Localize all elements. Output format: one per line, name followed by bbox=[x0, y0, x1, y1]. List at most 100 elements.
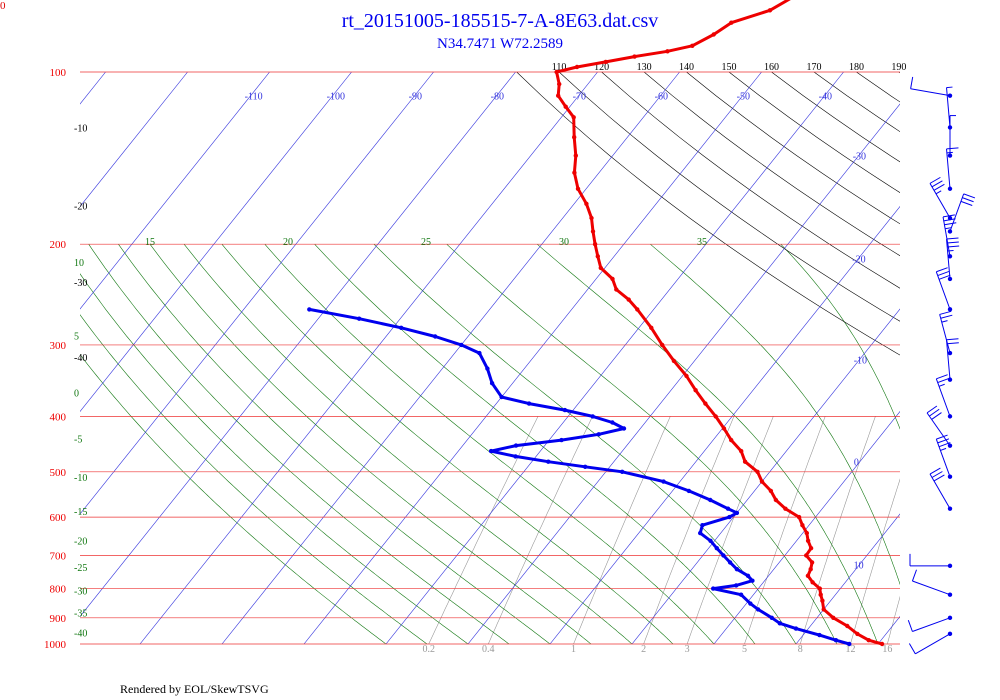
dewpoint-point bbox=[698, 530, 703, 536]
mixing-ratio-line bbox=[917, 416, 980, 644]
isotherm-label: -60 bbox=[655, 92, 668, 103]
theta-top-label: 160 bbox=[764, 62, 779, 73]
moist-top-label: 20 bbox=[283, 237, 293, 248]
wind-barb-feather bbox=[935, 190, 942, 195]
temperature-point bbox=[626, 297, 631, 302]
dry-adiabat-line bbox=[558, 72, 900, 322]
isotherm-label: 0 bbox=[854, 458, 859, 469]
temperature-point bbox=[632, 54, 637, 59]
wind-barb bbox=[908, 631, 953, 655]
pressure-label: 200 bbox=[50, 239, 67, 251]
dry-adiabat-line bbox=[898, 72, 900, 74]
isobars bbox=[80, 71, 900, 645]
temperature-point bbox=[598, 265, 603, 271]
temperature-point bbox=[729, 20, 734, 25]
dewpoint-point bbox=[513, 454, 518, 459]
wind-barb-feather bbox=[938, 274, 951, 280]
wind-barb-feather bbox=[939, 310, 952, 315]
wind-barb-feather bbox=[933, 474, 945, 482]
moist-left-label: -25 bbox=[74, 563, 87, 574]
isotherm-label: -10 bbox=[854, 355, 867, 366]
temperature-point bbox=[800, 523, 805, 528]
dewpoint-point bbox=[489, 381, 495, 386]
temperature-point bbox=[818, 592, 823, 597]
temperature-point bbox=[767, 8, 773, 13]
dewpoint-point bbox=[399, 325, 404, 330]
temperature-point bbox=[554, 69, 559, 75]
mixing-ratio-line bbox=[428, 416, 539, 644]
wind-barb-shaft bbox=[949, 193, 965, 232]
pressure-label: 600 bbox=[50, 512, 67, 524]
mixing-ratio-label: 0.2 bbox=[422, 644, 435, 655]
temperature-point bbox=[665, 49, 670, 54]
isotherm-line bbox=[960, 72, 1000, 644]
temperature-point bbox=[592, 242, 598, 247]
moist-adiabat-line bbox=[118, 244, 551, 644]
dewpoint-point bbox=[485, 366, 490, 371]
wind-barb-shaft bbox=[946, 339, 951, 380]
temperature-point bbox=[821, 607, 826, 612]
temperature-point bbox=[759, 479, 765, 484]
temperature-point bbox=[817, 586, 822, 591]
wind-barb bbox=[910, 76, 953, 98]
dewpoint-point bbox=[769, 615, 774, 620]
chart-subtitle: N34.7471 W72.2589 bbox=[437, 36, 563, 52]
pressure-label: 300 bbox=[50, 340, 67, 352]
temperature-point bbox=[572, 135, 577, 140]
isotherm-line bbox=[80, 72, 188, 207]
moist-adiabat-line bbox=[88, 244, 510, 644]
wind-barb-feather bbox=[937, 270, 950, 277]
moist-left-label: -30 bbox=[74, 587, 87, 598]
wind-barb-feather bbox=[945, 227, 952, 230]
temperature-point bbox=[649, 325, 654, 330]
wind-barb bbox=[909, 553, 953, 569]
mixing-ratio-label: 2 bbox=[641, 644, 646, 655]
dewpoint-point bbox=[307, 307, 312, 312]
moist-adiabat-line bbox=[80, 273, 469, 644]
wind-barb bbox=[935, 374, 953, 419]
temperature-point bbox=[805, 538, 811, 543]
wind-barb-feather bbox=[946, 241, 959, 244]
wind-barb bbox=[935, 267, 953, 312]
dewpoint-point bbox=[748, 601, 753, 606]
isotherm-line bbox=[221, 72, 680, 644]
isotherm-label: 10 bbox=[854, 560, 864, 571]
dewpoint-point bbox=[488, 448, 494, 454]
dewpoint-point bbox=[833, 638, 839, 643]
moist-adiabat-line bbox=[221, 244, 674, 644]
mixing-ratio-lines bbox=[428, 416, 980, 644]
isotherms bbox=[80, 72, 1000, 644]
moist-left-label: -10 bbox=[74, 473, 87, 484]
wind-barb bbox=[942, 214, 957, 259]
wind-barb-feather bbox=[926, 405, 938, 414]
wind-barb-shaft bbox=[935, 378, 951, 417]
temperature-point bbox=[820, 598, 825, 603]
temperature-point bbox=[584, 201, 589, 206]
dewpoint-point bbox=[596, 432, 601, 437]
wind-barb-feather bbox=[944, 222, 957, 226]
dewpoint-point bbox=[499, 394, 504, 400]
moist-left-label: -40 bbox=[74, 629, 87, 640]
wind-barb bbox=[929, 176, 953, 221]
dewpoint-point bbox=[714, 546, 719, 551]
dewpoint-point bbox=[583, 464, 588, 469]
dewpoint-point bbox=[700, 523, 705, 528]
moist-left-label: -5 bbox=[74, 434, 82, 445]
wind-barb bbox=[946, 237, 960, 282]
moist-adiabat-line bbox=[650, 243, 900, 585]
dewpoint-point bbox=[750, 578, 755, 583]
wind-barb-feather bbox=[908, 643, 916, 655]
temperature-point bbox=[573, 153, 578, 158]
temperature-point bbox=[711, 32, 716, 37]
temperature-point bbox=[690, 43, 695, 48]
wind-barb-feather bbox=[938, 383, 945, 387]
wind-barb-feather bbox=[931, 471, 943, 478]
moist-top-label: 25 bbox=[421, 237, 431, 248]
theta-left-label: -10 bbox=[74, 123, 87, 134]
isotherm-line bbox=[80, 72, 516, 617]
wind-barb-shaft bbox=[939, 314, 951, 354]
dewpoint-point bbox=[708, 538, 713, 543]
mixing-ratio-label: 3 bbox=[685, 644, 690, 655]
temperature-point bbox=[721, 426, 727, 431]
theta-top-label: 170 bbox=[806, 62, 821, 73]
